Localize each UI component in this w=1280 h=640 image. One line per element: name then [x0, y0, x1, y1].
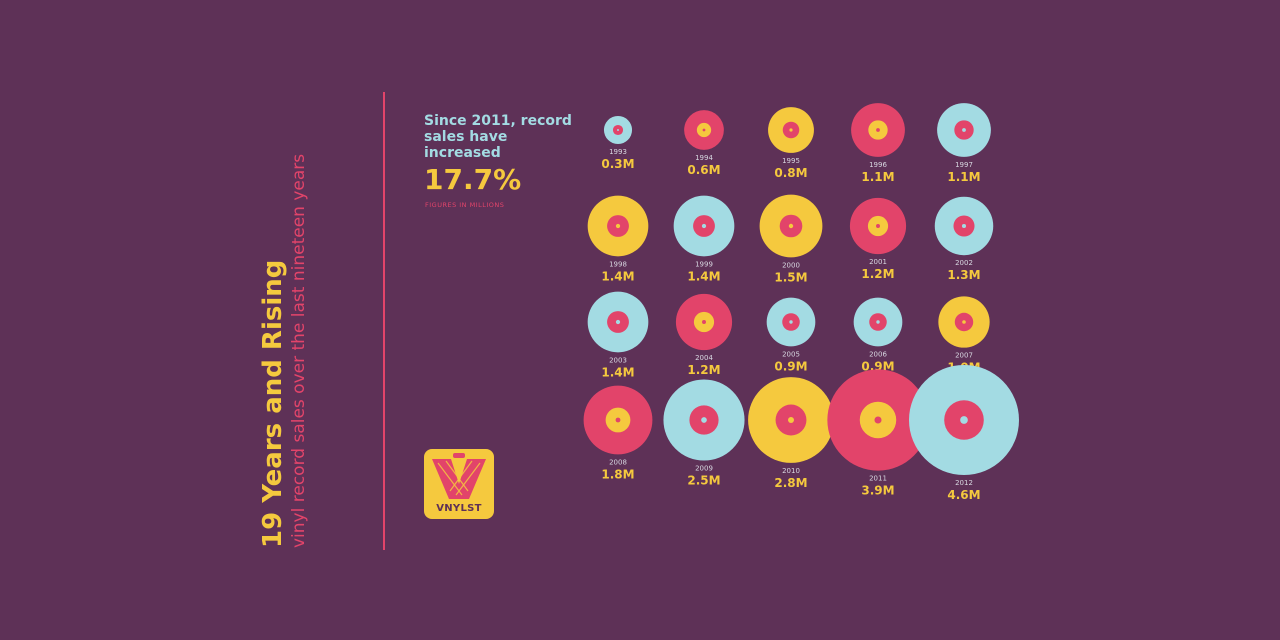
value-label: 1.3M	[947, 268, 980, 282]
year-label: 2004	[695, 354, 713, 362]
record-hole	[702, 320, 706, 324]
record-hole	[876, 128, 880, 132]
record-hole	[702, 128, 706, 132]
value-label: 1.2M	[687, 363, 720, 377]
value-label: 0.9M	[861, 359, 894, 373]
value-label: 1.4M	[601, 365, 634, 379]
year-label: 1993	[609, 148, 627, 156]
value-label: 1.8M	[601, 467, 634, 481]
record-hole	[960, 416, 968, 424]
crate-v-icon	[432, 453, 486, 499]
year-label: 2001	[869, 258, 887, 266]
record-hole	[617, 129, 619, 131]
record-hole	[615, 319, 621, 325]
record-hole	[701, 417, 707, 423]
value-label: 0.3M	[601, 157, 634, 171]
record-hole	[789, 128, 793, 132]
logo-text: VNYLST	[436, 503, 482, 514]
year-label: 2011	[869, 475, 887, 483]
value-label: 1.1M	[861, 170, 894, 184]
record-hole	[615, 417, 621, 423]
record-hole	[876, 320, 880, 324]
year-label: 1994	[695, 154, 713, 162]
value-label: 0.9M	[774, 359, 807, 373]
record-hole	[788, 223, 794, 229]
year-label: 2000	[782, 261, 800, 269]
increase-percentage: 17.7%	[424, 163, 522, 196]
value-label: 1.4M	[601, 269, 634, 283]
year-label: 2012	[955, 479, 973, 487]
year-label: 1997	[955, 161, 973, 169]
value-label: 1.4M	[687, 269, 720, 283]
year-label: 1998	[609, 260, 627, 268]
vnylst-logo: VNYLST	[424, 449, 494, 519]
year-label: 1995	[782, 157, 800, 165]
year-label: 2010	[782, 467, 800, 475]
year-label: 2009	[695, 465, 713, 473]
year-label: 1996	[869, 161, 887, 169]
value-label: 1.2M	[861, 267, 894, 281]
record-hole	[789, 320, 793, 324]
year-label: 2008	[609, 458, 627, 466]
value-label: 3.9M	[861, 484, 894, 498]
headline-text: Since 2011, record sales have increased	[424, 113, 572, 161]
value-label: 1.1M	[947, 170, 980, 184]
figures-note: FIGURES IN MILLIONS	[425, 201, 505, 209]
value-label: 0.8M	[774, 166, 807, 180]
record-hole	[962, 128, 966, 132]
value-label: 2.8M	[774, 476, 807, 490]
year-label: 2003	[609, 356, 627, 364]
record-hole	[874, 416, 882, 424]
value-label: 0.6M	[687, 163, 720, 177]
value-label: 2.5M	[687, 474, 720, 488]
record-hole	[701, 223, 707, 229]
value-label: 4.6M	[947, 488, 980, 502]
record-hole	[615, 223, 621, 229]
year-label: 2005	[782, 350, 800, 358]
record-hole	[961, 223, 967, 229]
divider-line	[383, 92, 385, 550]
year-label: 2007	[955, 352, 973, 360]
record-2007: 20071.0M	[938, 296, 990, 375]
record-hole	[787, 416, 795, 424]
year-label: 2006	[869, 350, 887, 358]
record-hole	[876, 224, 880, 228]
record-hole	[962, 320, 966, 324]
year-label: 1999	[695, 260, 713, 268]
value-label: 1.5M	[774, 270, 807, 284]
year-label: 2002	[955, 259, 973, 267]
